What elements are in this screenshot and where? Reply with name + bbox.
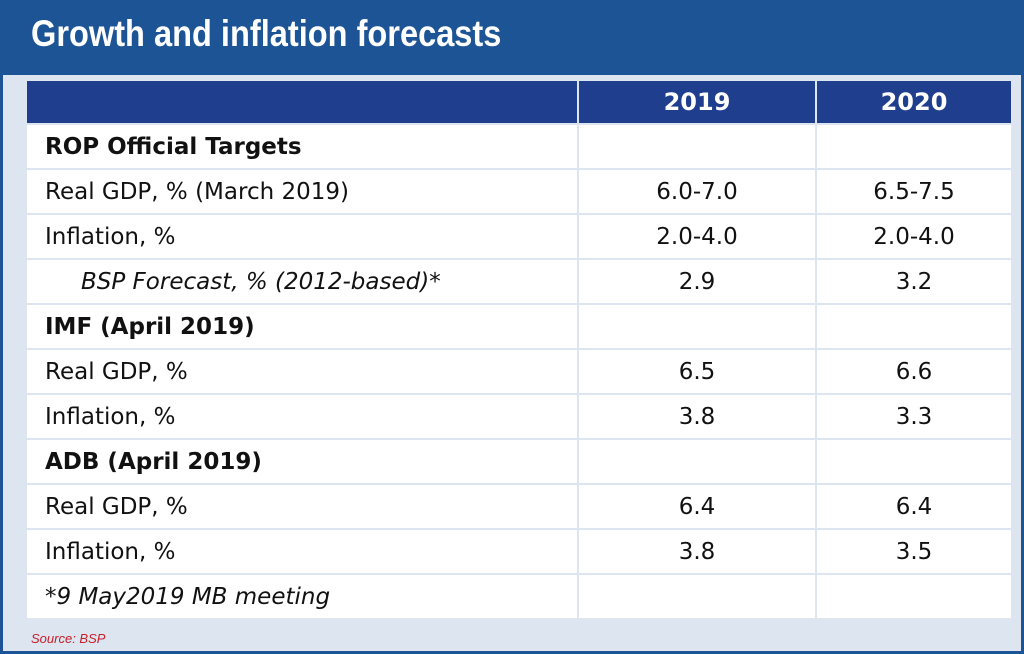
value-2020 [815, 303, 1013, 350]
value-2019 [577, 123, 817, 170]
value-2019 [577, 438, 817, 485]
row-label: Real GDP, % (March 2019) [25, 168, 579, 215]
value-2019: 3.8 [577, 528, 817, 575]
value-2020: 6.5-7.5 [815, 168, 1013, 215]
table-header-row: 2019 2020 [25, 79, 1013, 125]
value-2020 [815, 123, 1013, 170]
forecast-table: 2019 2020 ROP Official Targets Real GDP,… [25, 79, 1013, 620]
table-row: Real GDP, % 6.5 6.6 [25, 348, 1013, 395]
value-2020: 6.6 [815, 348, 1013, 395]
value-2020: 3.5 [815, 528, 1013, 575]
table-row: Real GDP, % 6.4 6.4 [25, 483, 1013, 530]
row-label: Inflation, % [25, 528, 579, 575]
value-2019: 2.9 [577, 258, 817, 305]
footnote-label: *9 May2019 MB meeting [25, 573, 579, 620]
table-row: ROP Official Targets [25, 123, 1013, 170]
table-row: BSP Forecast, % (2012-based)* 2.9 3.2 [25, 258, 1013, 305]
row-label: Real GDP, % [25, 348, 579, 395]
value-2019: 6.0-7.0 [577, 168, 817, 215]
value-2020: 2.0-4.0 [815, 213, 1013, 260]
value-2020 [815, 438, 1013, 485]
source-note: Source: BSP [31, 631, 106, 646]
value-2020: 3.3 [815, 393, 1013, 440]
table-row: ADB (April 2019) [25, 438, 1013, 485]
title-bar: Growth and inflation forecasts [3, 3, 1021, 75]
value-2019: 6.5 [577, 348, 817, 395]
value-2020: 3.2 [815, 258, 1013, 305]
row-label: ADB (April 2019) [25, 438, 579, 485]
value-2019: 6.4 [577, 483, 817, 530]
value-2019: 2.0-4.0 [577, 213, 817, 260]
header-label-cell [25, 79, 579, 125]
row-label: ROP Official Targets [25, 123, 579, 170]
row-label: Inflation, % [25, 213, 579, 260]
header-2020: 2020 [815, 79, 1013, 125]
value-2019 [577, 303, 817, 350]
value-2019: 3.8 [577, 393, 817, 440]
value-2020 [815, 573, 1013, 620]
row-label: IMF (April 2019) [25, 303, 579, 350]
row-label: BSP Forecast, % (2012-based)* [25, 258, 579, 305]
header-2019: 2019 [577, 79, 817, 125]
row-label: Inflation, % [25, 393, 579, 440]
table-row: IMF (April 2019) [25, 303, 1013, 350]
table-row: Inflation, % 3.8 3.3 [25, 393, 1013, 440]
value-2019 [577, 573, 817, 620]
table-row: Inflation, % 2.0-4.0 2.0-4.0 [25, 213, 1013, 260]
page-title: Growth and inflation forecasts [31, 13, 502, 54]
table-row: Real GDP, % (March 2019) 6.0-7.0 6.5-7.5 [25, 168, 1013, 215]
row-label: Real GDP, % [25, 483, 579, 530]
value-2020: 6.4 [815, 483, 1013, 530]
table-row: *9 May2019 MB meeting [25, 573, 1013, 620]
table-row: Inflation, % 3.8 3.5 [25, 528, 1013, 575]
